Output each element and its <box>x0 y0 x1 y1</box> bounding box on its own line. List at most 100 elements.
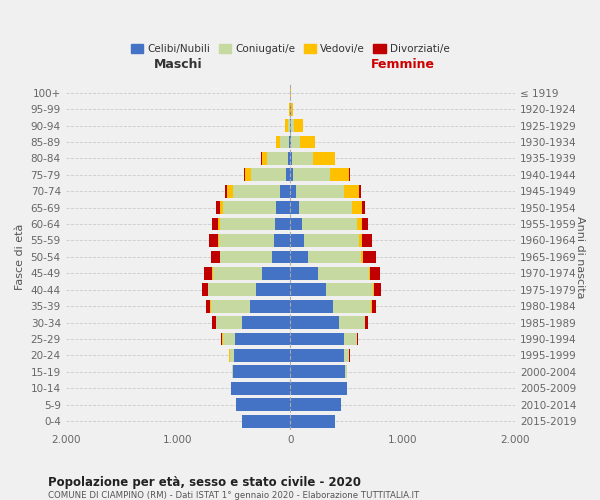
Bar <box>296 185 344 198</box>
Bar <box>212 316 215 329</box>
Bar <box>206 300 210 312</box>
Bar <box>280 136 289 148</box>
Bar <box>290 234 304 247</box>
Bar <box>338 316 365 329</box>
Bar <box>294 119 303 132</box>
Bar <box>225 185 227 198</box>
Bar <box>362 234 372 247</box>
Bar <box>362 218 368 230</box>
Bar <box>373 284 374 296</box>
Bar <box>299 202 352 214</box>
Bar <box>242 414 290 428</box>
Bar <box>218 234 219 247</box>
Bar <box>251 168 286 181</box>
Bar <box>208 284 256 296</box>
Bar <box>370 267 380 280</box>
Bar <box>290 349 344 362</box>
Bar <box>230 349 234 362</box>
Bar <box>211 300 250 312</box>
Bar <box>333 300 371 312</box>
Bar <box>330 168 349 181</box>
Bar <box>290 250 308 264</box>
Bar <box>213 267 262 280</box>
Bar <box>290 414 335 428</box>
Bar <box>223 332 235 345</box>
Bar <box>223 202 276 214</box>
Y-axis label: Fasce di età: Fasce di età <box>15 224 25 290</box>
Bar <box>256 284 290 296</box>
Bar <box>286 119 287 132</box>
Bar <box>290 382 347 394</box>
Bar <box>212 218 218 230</box>
Bar <box>344 349 349 362</box>
Bar <box>244 168 245 181</box>
Bar <box>220 202 223 214</box>
Bar <box>221 332 223 345</box>
Bar <box>290 300 333 312</box>
Bar <box>274 234 290 247</box>
Bar <box>290 332 344 345</box>
Bar <box>234 349 290 362</box>
Bar <box>290 152 292 165</box>
Text: Popolazione per età, sesso e stato civile - 2020: Popolazione per età, sesso e stato civil… <box>48 476 361 489</box>
Bar <box>245 168 251 181</box>
Bar <box>233 366 290 378</box>
Bar <box>232 366 233 378</box>
Bar <box>319 267 369 280</box>
Bar <box>352 202 362 214</box>
Bar <box>227 185 233 198</box>
Bar <box>231 382 290 394</box>
Bar <box>216 316 242 329</box>
Bar <box>363 250 376 264</box>
Bar <box>290 185 296 198</box>
Bar <box>359 234 362 247</box>
Bar <box>290 284 326 296</box>
Bar <box>220 218 275 230</box>
Bar <box>233 185 280 198</box>
Bar <box>275 218 290 230</box>
Bar <box>250 300 290 312</box>
Bar <box>326 284 373 296</box>
Bar <box>346 366 347 378</box>
Bar <box>290 202 299 214</box>
Bar <box>362 202 365 214</box>
Bar <box>291 102 293 116</box>
Bar <box>211 250 220 264</box>
Text: Maschi: Maschi <box>154 58 202 71</box>
Bar <box>292 136 301 148</box>
Bar <box>302 218 356 230</box>
Bar <box>287 119 290 132</box>
Bar <box>209 234 218 247</box>
Bar <box>268 152 287 165</box>
Bar <box>236 398 290 411</box>
Bar <box>202 284 208 296</box>
Bar <box>272 250 290 264</box>
Bar <box>242 316 290 329</box>
Bar <box>304 234 359 247</box>
Bar <box>290 398 341 411</box>
Bar <box>369 267 370 280</box>
Bar <box>290 168 293 181</box>
Bar <box>344 185 359 198</box>
Bar <box>357 332 358 345</box>
Bar <box>349 168 350 181</box>
Bar <box>291 119 294 132</box>
Bar <box>361 250 363 264</box>
Bar <box>365 316 368 329</box>
Y-axis label: Anni di nascita: Anni di nascita <box>575 216 585 298</box>
Bar <box>301 136 315 148</box>
Text: Femmine: Femmine <box>371 58 435 71</box>
Bar <box>374 284 380 296</box>
Bar <box>308 250 361 264</box>
Bar <box>277 136 280 148</box>
Bar <box>290 267 319 280</box>
Bar <box>290 136 292 148</box>
Bar <box>372 300 376 312</box>
Bar <box>313 152 335 165</box>
Bar <box>235 332 290 345</box>
Bar <box>290 218 302 230</box>
Bar <box>286 168 290 181</box>
Bar <box>292 152 313 165</box>
Bar <box>216 202 220 214</box>
Bar <box>218 218 220 230</box>
